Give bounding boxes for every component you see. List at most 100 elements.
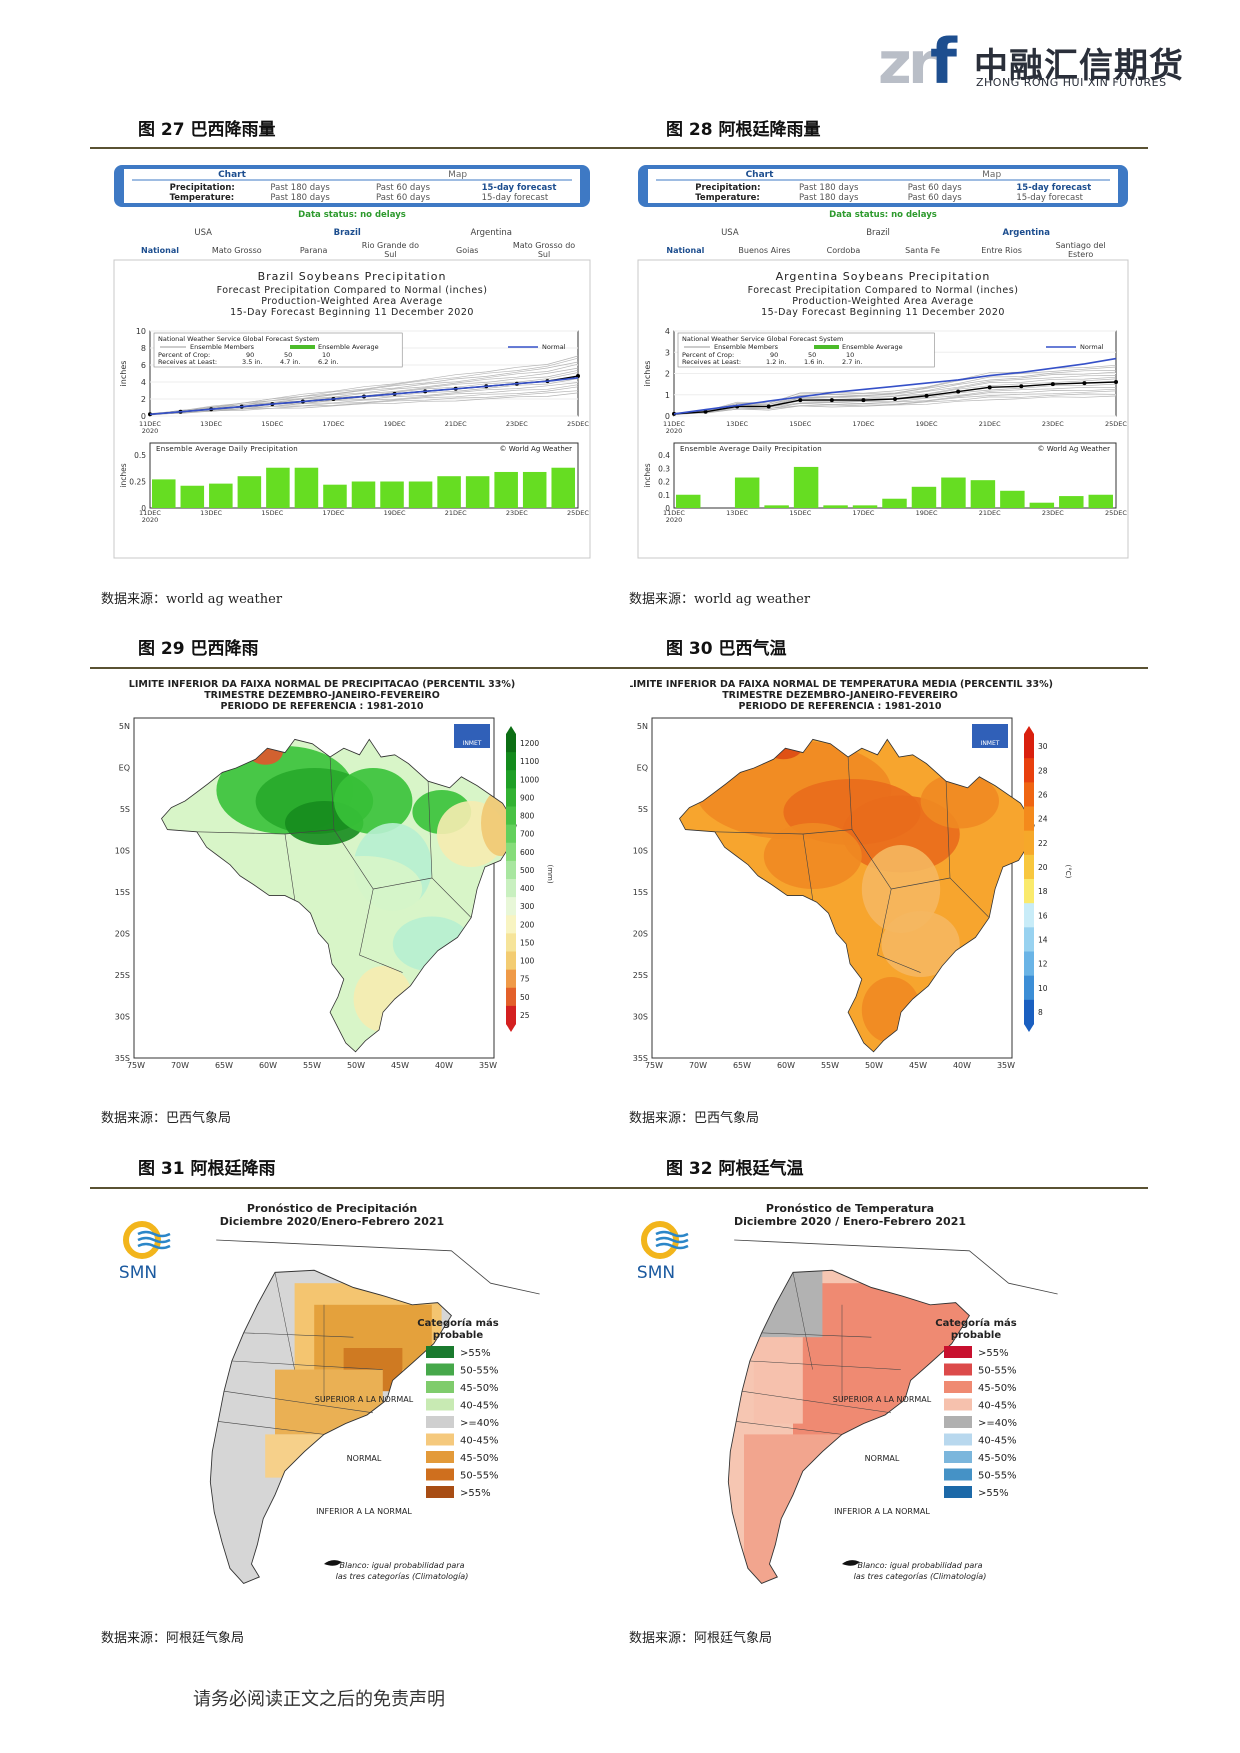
fig27-source: 数据来源：world ag weather [101,592,283,607]
legend-swatch [426,1451,454,1463]
y-tick-label: 6 [141,361,146,370]
daily-precip-bar [676,494,701,508]
lat-label: 25S [115,971,130,980]
region-tab[interactable]: National [666,246,704,255]
colorbar-label: 700 [520,830,535,839]
colorbar-segment [506,842,516,862]
x-tick-label: 23DEC [506,420,528,428]
daily-precip-bar [911,486,937,508]
region-tab[interactable]: Sul [538,250,550,259]
category-zone [734,1270,823,1338]
y-tick-label: 4 [665,327,670,336]
region-tab[interactable]: Sul [384,250,396,259]
bar-y-axis-label: inches [643,463,652,487]
x-tick-label: 25DEC [567,420,589,428]
ensemble-member-line [673,386,1117,415]
bar-y-tick-label: 0.1 [658,491,670,500]
region-tab[interactable]: Goias [456,246,478,255]
ensemble-average-point [861,398,866,403]
legend-item: >55% [460,1348,491,1359]
x-tick-label: 21DEC [979,420,1001,428]
precip-option[interactable]: Past 60 days [376,183,431,193]
lon-label: 65W [733,1061,751,1070]
y-tick-label: 3 [665,348,670,357]
country-tab-usa[interactable]: USA [194,228,212,238]
temp-option[interactable]: Past 180 days [270,193,330,203]
country-tab-brazil[interactable]: Brazil [334,228,361,238]
lat-label: 35S [633,1054,648,1063]
temp-option[interactable]: Past 180 days [799,193,859,203]
legend-swatch [944,1486,972,1498]
precip-option[interactable]: 15-day forecast [482,183,557,193]
lon-label: 45W [391,1061,409,1070]
ensemble-average-point [703,409,708,414]
legend-item: 45-50% [460,1383,499,1394]
colorbar-label: 800 [520,812,535,821]
region-tab[interactable]: Buenos Aires [738,246,790,255]
precip-option[interactable]: 15-day forecast [1016,183,1091,193]
region-tab[interactable]: Santa Fe [905,246,940,255]
y-tick-label: 4 [141,378,146,387]
temp-option[interactable]: Past 60 days [908,193,963,203]
lon-label: 70W [689,1061,707,1070]
x-tick-label: 2020 [666,427,683,435]
region-tab[interactable]: Rio Grande do [362,241,419,250]
colorbar-label: 100 [520,957,535,966]
colorbar-cap-bottom [506,1024,516,1032]
x-tick-label: 13DEC [200,420,222,428]
bar-x-tick-label: 23DEC [506,509,528,517]
state-border [427,781,472,918]
inmet-badge [454,724,490,748]
smn-logo-wave-icon [137,1236,171,1244]
country-tab-usa[interactable]: USA [721,228,739,238]
receives-value: 4.7 in. [280,358,300,366]
tab-map[interactable]: Map [982,170,1001,180]
province-border [761,1332,872,1338]
temp-option[interactable]: 15-day forecast [482,193,549,203]
region-tab[interactable]: Parana [300,246,328,255]
ensemble-member-line [149,357,579,415]
colorbar-segment [1024,879,1034,904]
province-border [742,1390,892,1414]
brazil-zones [216,739,517,1032]
colorbar-segment [506,1005,516,1025]
tab-chart[interactable]: Chart [746,170,775,180]
region-tab[interactable]: Cordoba [827,246,861,255]
country-tab-argentina[interactable]: Argentina [470,228,511,238]
fig31-source: 数据来源：阿根廷气象局 [101,1631,245,1646]
receives-value: 1.6 in. [804,358,824,366]
lat-label: 10S [115,847,130,856]
colorbar-segment [1024,806,1034,832]
company-logo-mark: z r f [878,28,958,90]
country-tab-brazil[interactable]: Brazil [866,228,890,238]
region-tab[interactable]: Estero [1068,250,1093,259]
fig32-source: 数据来源：阿根廷气象局 [629,1631,773,1646]
region-tab[interactable]: Entre Rios [981,246,1022,255]
ensemble-member-line [149,367,579,415]
region-tab[interactable]: Mato Grosso [212,246,262,255]
region-tab[interactable]: Santiago del [1056,241,1106,250]
daily-precip-bar [380,481,404,508]
value-zone [920,773,999,829]
x-tick-label: 21DEC [445,420,467,428]
fig28-panel: Chart Map Precipitation:Temperature: Past 1… [636,163,1130,561]
daily-precip-bar [1029,502,1055,508]
legend-title: probable [951,1330,1001,1341]
section-rule [90,667,1148,669]
precip-option[interactable]: Past 180 days [799,183,859,193]
state-border [877,888,921,973]
precip-option[interactable]: Past 60 days [908,183,963,193]
region-tab[interactable]: National [141,246,179,255]
tab-map[interactable]: Map [448,170,467,180]
temp-option[interactable]: 15-day forecast [1016,193,1083,203]
bar-x-tick-label: 25DEC [567,509,589,517]
temp-option[interactable]: Past 60 days [376,193,431,203]
tab-chart[interactable]: Chart [218,170,247,180]
map-title: PERIODO DE REFERENCIA : 1981-2010 [221,701,424,712]
region-tab[interactable]: Mato Grosso do [513,241,575,250]
precip-option[interactable]: Past 180 days [270,183,330,193]
company-name-en: ZHONG RONG HUI XIN FUTURES [976,76,1167,89]
brazil-shape [161,738,517,1053]
country-tab-argentina[interactable]: Argentina [1003,228,1051,238]
argentina-shape [209,1239,540,1585]
